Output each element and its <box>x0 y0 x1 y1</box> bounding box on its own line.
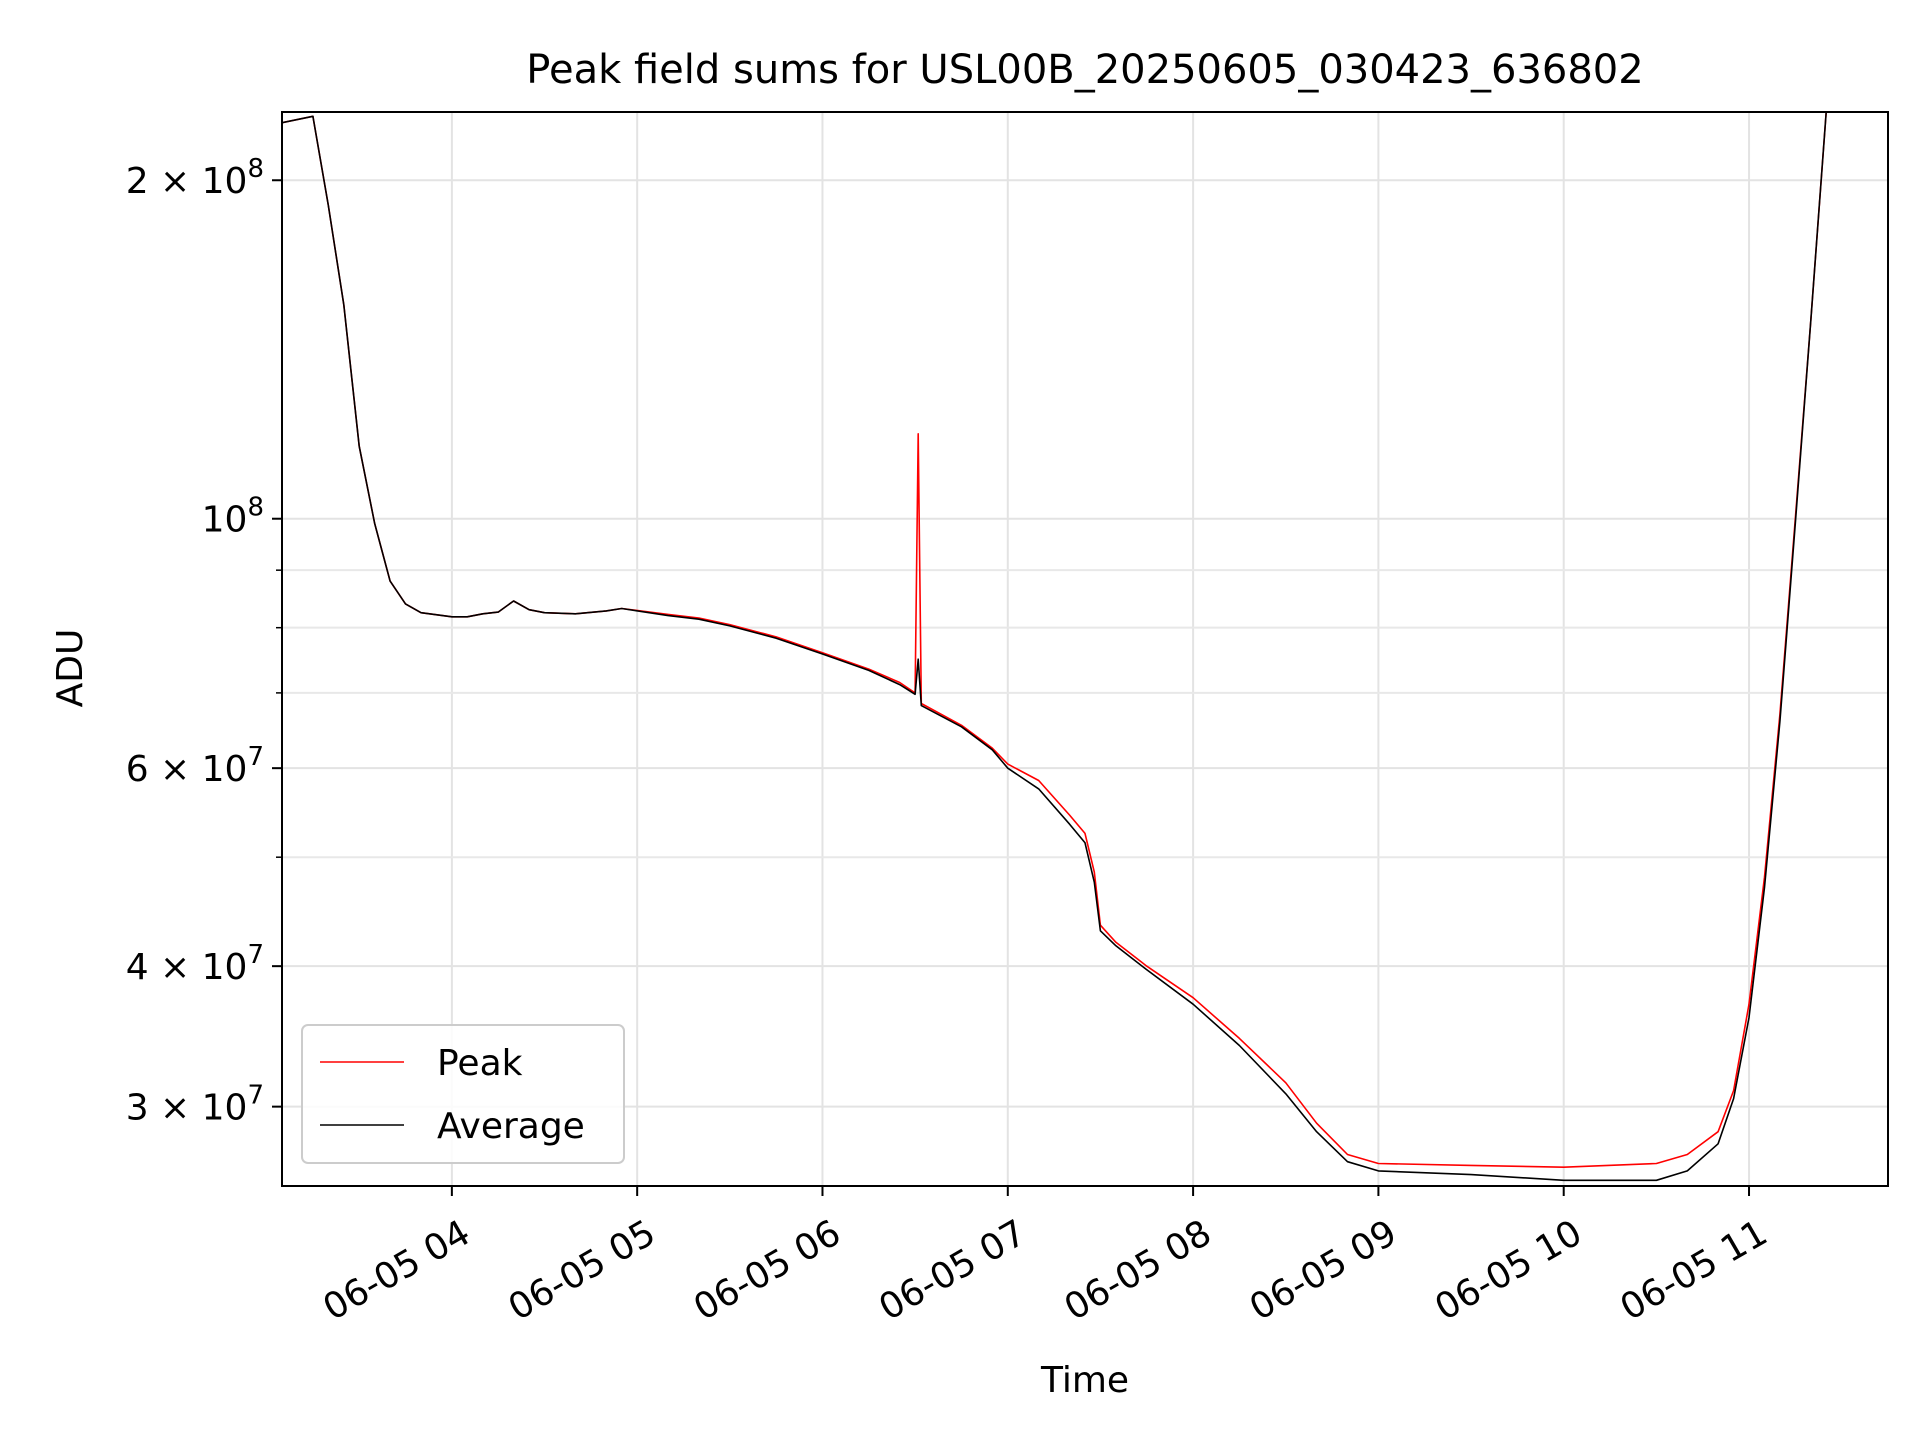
legend-average-label: Average <box>437 1106 585 1147</box>
x-tick-label: 06-05 07 <box>872 1212 1033 1328</box>
x-axis: 06-05 04 06-05 05 06-05 06 06-05 07 06-05 08… <box>316 1186 1774 1329</box>
series-line-peak <box>282 112 1827 1168</box>
plot-area-frame <box>281 111 1889 1187</box>
y-axis: 3 × 107 4 × 107 6 × 107 108 2 × 108 <box>126 154 282 1129</box>
x-tick-label: 06-05 10 <box>1428 1212 1589 1328</box>
x-tick-label: 06-05 06 <box>687 1212 848 1328</box>
x-tick-label: 06-05 05 <box>502 1212 663 1328</box>
x-tick-label: 06-05 04 <box>316 1212 477 1328</box>
grid <box>282 112 1888 1186</box>
x-axis-label: Time <box>1040 1360 1129 1401</box>
y-tick-label: 6 × 107 <box>126 742 264 790</box>
x-tick-label: 06-05 08 <box>1058 1212 1219 1328</box>
y-tick-label: 3 × 107 <box>126 1081 264 1129</box>
y-tick-label: 108 <box>202 493 264 541</box>
x-tick-label: 06-05 09 <box>1243 1212 1404 1328</box>
series-line-average <box>282 112 1827 1182</box>
legend-box <box>301 1024 625 1164</box>
x-tick-label: 06-05 11 <box>1614 1212 1775 1328</box>
chart-title: Peak field sums for USL00B_20250605_0304… <box>526 47 1643 93</box>
series-layer <box>282 112 1827 1182</box>
legend: Peak Average <box>301 1024 625 1164</box>
legend-peak-label: Peak <box>437 1043 523 1084</box>
y-tick-label: 2 × 108 <box>126 154 264 202</box>
y-axis-label: ADU <box>50 629 91 708</box>
y-tick-label: 4 × 107 <box>126 940 264 988</box>
